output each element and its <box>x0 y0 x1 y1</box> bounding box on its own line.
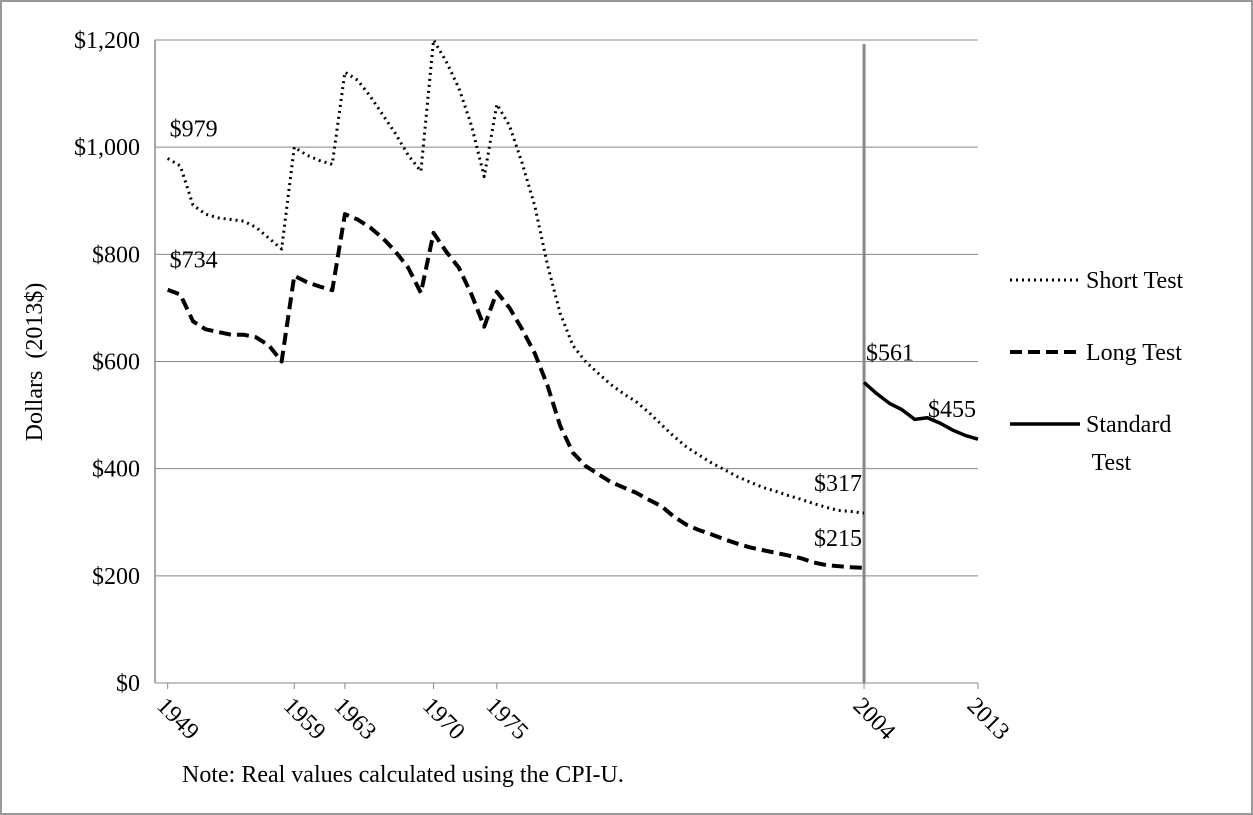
x-tick-label: 1959 <box>278 693 330 745</box>
y-tick-label: $0 <box>116 671 140 697</box>
x-tick-label: 1970 <box>417 693 469 745</box>
x-tick-label: 1949 <box>151 693 203 745</box>
x-tick-label: 1963 <box>329 693 381 745</box>
y-tick-label: $600 <box>92 350 140 376</box>
y-tick-label: $1,000 <box>74 135 140 161</box>
data-label: $317 <box>814 471 862 497</box>
x-tick-label: 2013 <box>962 693 1014 745</box>
series-line <box>166 38 865 515</box>
data-label: $455 <box>928 397 976 423</box>
y-tick-label: $200 <box>92 564 140 590</box>
x-tick-label: 2004 <box>848 693 900 745</box>
legend-label: Standard Test <box>1086 412 1171 476</box>
data-label: $561 <box>866 340 914 366</box>
y-axis-label: Dollars (2013$) <box>22 283 48 442</box>
data-label: $979 <box>170 116 218 142</box>
data-label: $215 <box>814 526 862 552</box>
note: Note: Real values calculated using the C… <box>182 762 624 788</box>
legend-label: Short Test <box>1086 268 1184 294</box>
series-line <box>862 381 979 441</box>
x-tick-label: 1975 <box>481 693 533 745</box>
y-tick-label: $400 <box>92 457 140 483</box>
series-line <box>166 212 865 570</box>
legend-label: Long Test <box>1086 340 1182 366</box>
y-tick-label: $1,200 <box>74 28 140 54</box>
data-label: $734 <box>170 248 218 274</box>
y-tick-label: $800 <box>92 242 140 268</box>
